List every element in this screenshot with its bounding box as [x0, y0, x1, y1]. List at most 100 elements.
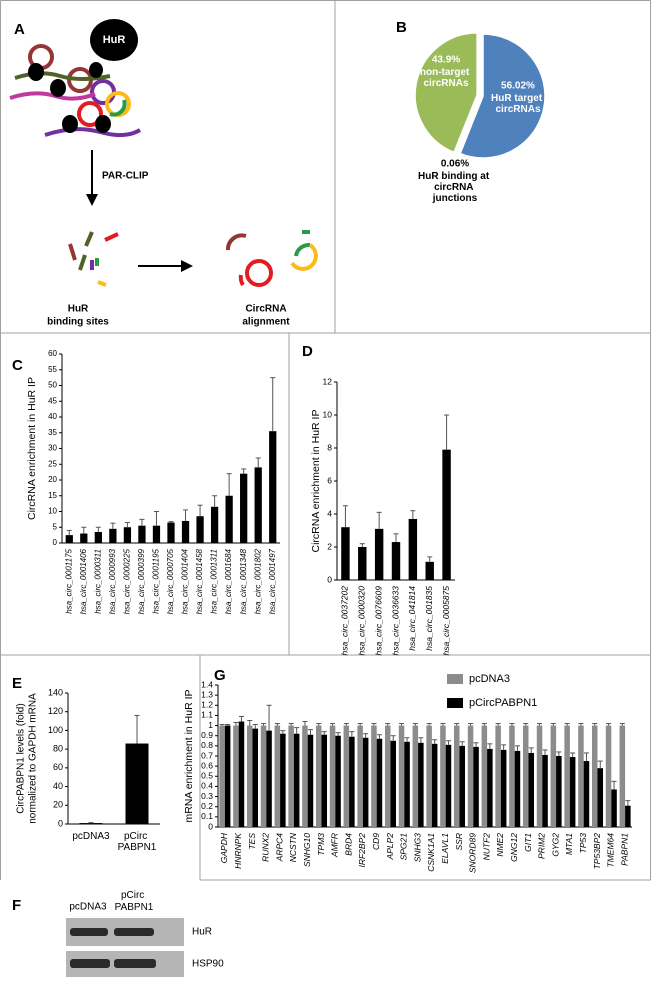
bar — [509, 725, 515, 827]
y-tick-label: 5 — [53, 522, 58, 531]
bar — [357, 725, 363, 827]
bar — [440, 725, 446, 827]
bar — [293, 733, 300, 827]
bar — [569, 757, 576, 827]
bar — [578, 725, 584, 827]
value-label: 0.06% — [441, 159, 469, 170]
y-tick-label: 45 — [48, 396, 57, 405]
legend-swatch — [447, 674, 463, 684]
panel-label: E — [12, 675, 22, 692]
bar — [252, 728, 259, 827]
bar — [408, 518, 418, 580]
sites-label: binding sites — [47, 317, 109, 328]
bar — [288, 725, 294, 827]
bar — [362, 737, 369, 827]
x-tick-label: hsa_circ_0076609 — [373, 586, 383, 656]
y-tick-label: 20 — [48, 475, 57, 484]
x-tick-label: hsa_circ_0001195 — [152, 548, 161, 613]
bar — [583, 761, 590, 827]
legend-label: pCircPABPN1 — [469, 697, 537, 709]
x-tick-label: hsa_circ_0001802 — [253, 548, 262, 614]
x-tick-label: TP53 — [578, 833, 588, 854]
lane-label: pCirc PABPN1 — [115, 890, 154, 913]
y-tick-label: 0 — [53, 538, 58, 547]
y-axis-label: CircRNA enrichment in HuR IP — [26, 377, 38, 520]
bar — [254, 467, 262, 543]
value-label: 56.02% — [501, 81, 535, 92]
x-tick-label: SNORD89 — [468, 833, 478, 873]
bar — [240, 473, 248, 543]
bar — [536, 725, 543, 827]
bar — [219, 725, 225, 827]
x-tick-label: hsa_circ_0000225 — [123, 548, 132, 614]
x-tick-label: hsa_circ_0036633 — [390, 586, 400, 656]
y-tick-label: 0.9 — [201, 730, 213, 740]
x-tick-label: hsa_circ_0000993 — [108, 548, 117, 614]
bar — [79, 823, 103, 824]
bar — [125, 743, 149, 824]
y-tick-label: 0.6 — [201, 760, 213, 770]
bar — [391, 542, 401, 580]
bar — [556, 756, 562, 827]
bar — [341, 527, 350, 580]
x-tick-label: CSNK1A1 — [426, 833, 436, 872]
value-label: 43.9% — [432, 55, 460, 66]
x-tick-label: hsa_circ_0001406 — [79, 548, 88, 614]
x-tick-label: hsa_circ_0001348 — [239, 548, 248, 614]
bar — [473, 746, 479, 827]
x-tick-label: hsa_circ_0001404 — [181, 548, 190, 614]
x-tick-label: MTA1 — [564, 833, 574, 855]
y-tick-label: 1.2 — [201, 700, 213, 710]
bar — [611, 789, 617, 827]
bar — [619, 725, 626, 827]
x-tick-label: TP53BP2 — [592, 833, 602, 870]
y-tick-label: 0.7 — [201, 750, 213, 760]
y-tick-label: 40 — [53, 781, 63, 791]
bar — [266, 730, 272, 827]
bar — [65, 535, 73, 543]
x-tick-label: TMEM64 — [606, 833, 616, 868]
bar — [426, 725, 432, 827]
bar — [371, 725, 377, 827]
band-label: HSP90 — [192, 959, 224, 970]
x-tick-label: hsa_circ_001835 — [424, 586, 434, 651]
panel-label: C — [12, 357, 23, 374]
bar — [94, 531, 102, 543]
bar — [280, 733, 286, 827]
y-tick-label: 0 — [58, 818, 63, 828]
x-tick-label: PABPN1 — [619, 833, 629, 866]
bar — [307, 734, 314, 827]
y-tick-label: 20 — [53, 800, 63, 810]
y-tick-label: 0.3 — [201, 791, 213, 801]
legend-label: pcDNA3 — [469, 673, 510, 685]
bar — [453, 725, 460, 827]
bar — [500, 749, 507, 827]
x-tick-label: TPM3 — [316, 833, 326, 856]
bar — [224, 725, 231, 827]
bar — [481, 725, 488, 827]
y-tick-label: 0.5 — [201, 771, 213, 781]
bar — [210, 506, 219, 543]
bar — [597, 768, 604, 827]
bar — [514, 750, 521, 827]
bar — [522, 725, 529, 827]
x-tick-label: IRF2BP2 — [357, 833, 367, 868]
bar — [80, 533, 88, 543]
x-tick-label: hsa_circ_0005875 — [441, 586, 451, 656]
panel-label: F — [12, 897, 21, 914]
y-tick-label: 140 — [48, 687, 63, 697]
pie-slice — [459, 33, 546, 159]
bar — [398, 725, 405, 827]
sites-label: HuR — [68, 304, 89, 315]
bar — [343, 725, 350, 827]
y-tick-label: 10 — [323, 409, 333, 419]
y-tick-label: 30 — [48, 444, 57, 453]
bar — [274, 725, 281, 827]
bar — [374, 528, 384, 580]
bar — [225, 495, 233, 543]
bar — [196, 516, 204, 543]
bar — [442, 449, 451, 580]
x-tick-label: pCirc PABPN1 — [118, 831, 157, 853]
x-tick-label: RUNX2 — [261, 833, 271, 862]
